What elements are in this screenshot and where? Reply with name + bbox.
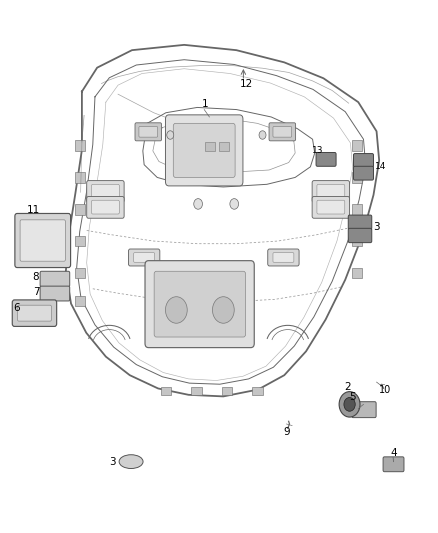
Bar (352, 172, 362, 183)
FancyBboxPatch shape (348, 228, 372, 243)
FancyBboxPatch shape (135, 123, 162, 141)
Circle shape (194, 199, 202, 209)
Ellipse shape (119, 455, 143, 469)
FancyBboxPatch shape (154, 271, 246, 337)
Bar (219, 142, 229, 151)
Bar (74, 268, 85, 278)
Text: 12: 12 (240, 79, 253, 90)
Bar (191, 387, 201, 395)
FancyBboxPatch shape (87, 181, 124, 203)
Bar (352, 268, 362, 278)
Bar (161, 387, 171, 395)
FancyBboxPatch shape (128, 249, 160, 266)
Bar (252, 387, 262, 395)
FancyBboxPatch shape (15, 214, 71, 268)
Text: 11: 11 (27, 206, 40, 215)
Bar (74, 296, 85, 306)
FancyBboxPatch shape (20, 220, 65, 261)
FancyBboxPatch shape (40, 271, 70, 287)
Circle shape (166, 297, 187, 323)
Text: 3: 3 (373, 222, 380, 232)
Circle shape (167, 131, 174, 139)
Bar (74, 236, 85, 246)
FancyBboxPatch shape (40, 286, 70, 301)
Circle shape (212, 297, 234, 323)
FancyBboxPatch shape (145, 261, 254, 348)
Text: 6: 6 (14, 303, 20, 312)
FancyBboxPatch shape (312, 181, 350, 203)
Bar (205, 142, 215, 151)
FancyBboxPatch shape (92, 184, 119, 198)
Circle shape (339, 392, 360, 417)
Bar (352, 236, 362, 246)
FancyBboxPatch shape (352, 402, 376, 418)
Text: 2: 2 (344, 382, 351, 392)
Circle shape (259, 131, 266, 139)
FancyBboxPatch shape (353, 166, 374, 180)
FancyBboxPatch shape (273, 126, 292, 137)
FancyBboxPatch shape (317, 200, 345, 214)
Bar (74, 140, 85, 151)
Text: 4: 4 (390, 448, 397, 458)
Text: 1: 1 (201, 100, 208, 109)
Text: 7: 7 (33, 287, 39, 296)
FancyBboxPatch shape (173, 123, 235, 177)
Text: 13: 13 (312, 146, 324, 155)
FancyBboxPatch shape (353, 154, 374, 167)
FancyBboxPatch shape (12, 300, 57, 326)
Text: 3: 3 (110, 457, 116, 467)
Bar (352, 204, 362, 215)
FancyBboxPatch shape (92, 200, 119, 214)
Text: 5: 5 (350, 392, 356, 402)
Circle shape (230, 199, 239, 209)
FancyBboxPatch shape (269, 123, 296, 141)
FancyBboxPatch shape (273, 253, 294, 262)
FancyBboxPatch shape (316, 152, 336, 166)
Text: 9: 9 (283, 427, 290, 437)
FancyBboxPatch shape (87, 197, 124, 218)
FancyBboxPatch shape (134, 253, 155, 262)
Bar (222, 387, 232, 395)
Text: 14: 14 (375, 163, 386, 172)
Text: 8: 8 (33, 272, 39, 282)
FancyBboxPatch shape (317, 184, 345, 198)
FancyBboxPatch shape (18, 305, 51, 321)
Bar (74, 172, 85, 183)
FancyBboxPatch shape (268, 249, 299, 266)
FancyBboxPatch shape (166, 115, 243, 186)
Bar (352, 140, 362, 151)
FancyBboxPatch shape (139, 126, 158, 137)
Bar (74, 204, 85, 215)
FancyBboxPatch shape (383, 457, 404, 472)
FancyBboxPatch shape (348, 215, 372, 229)
Circle shape (344, 398, 355, 411)
FancyBboxPatch shape (312, 197, 350, 218)
Text: 10: 10 (379, 385, 392, 395)
